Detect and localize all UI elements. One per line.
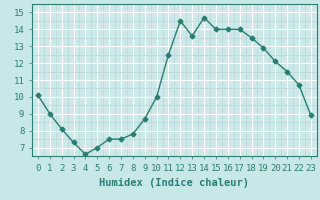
X-axis label: Humidex (Indice chaleur): Humidex (Indice chaleur) [100,178,249,188]
